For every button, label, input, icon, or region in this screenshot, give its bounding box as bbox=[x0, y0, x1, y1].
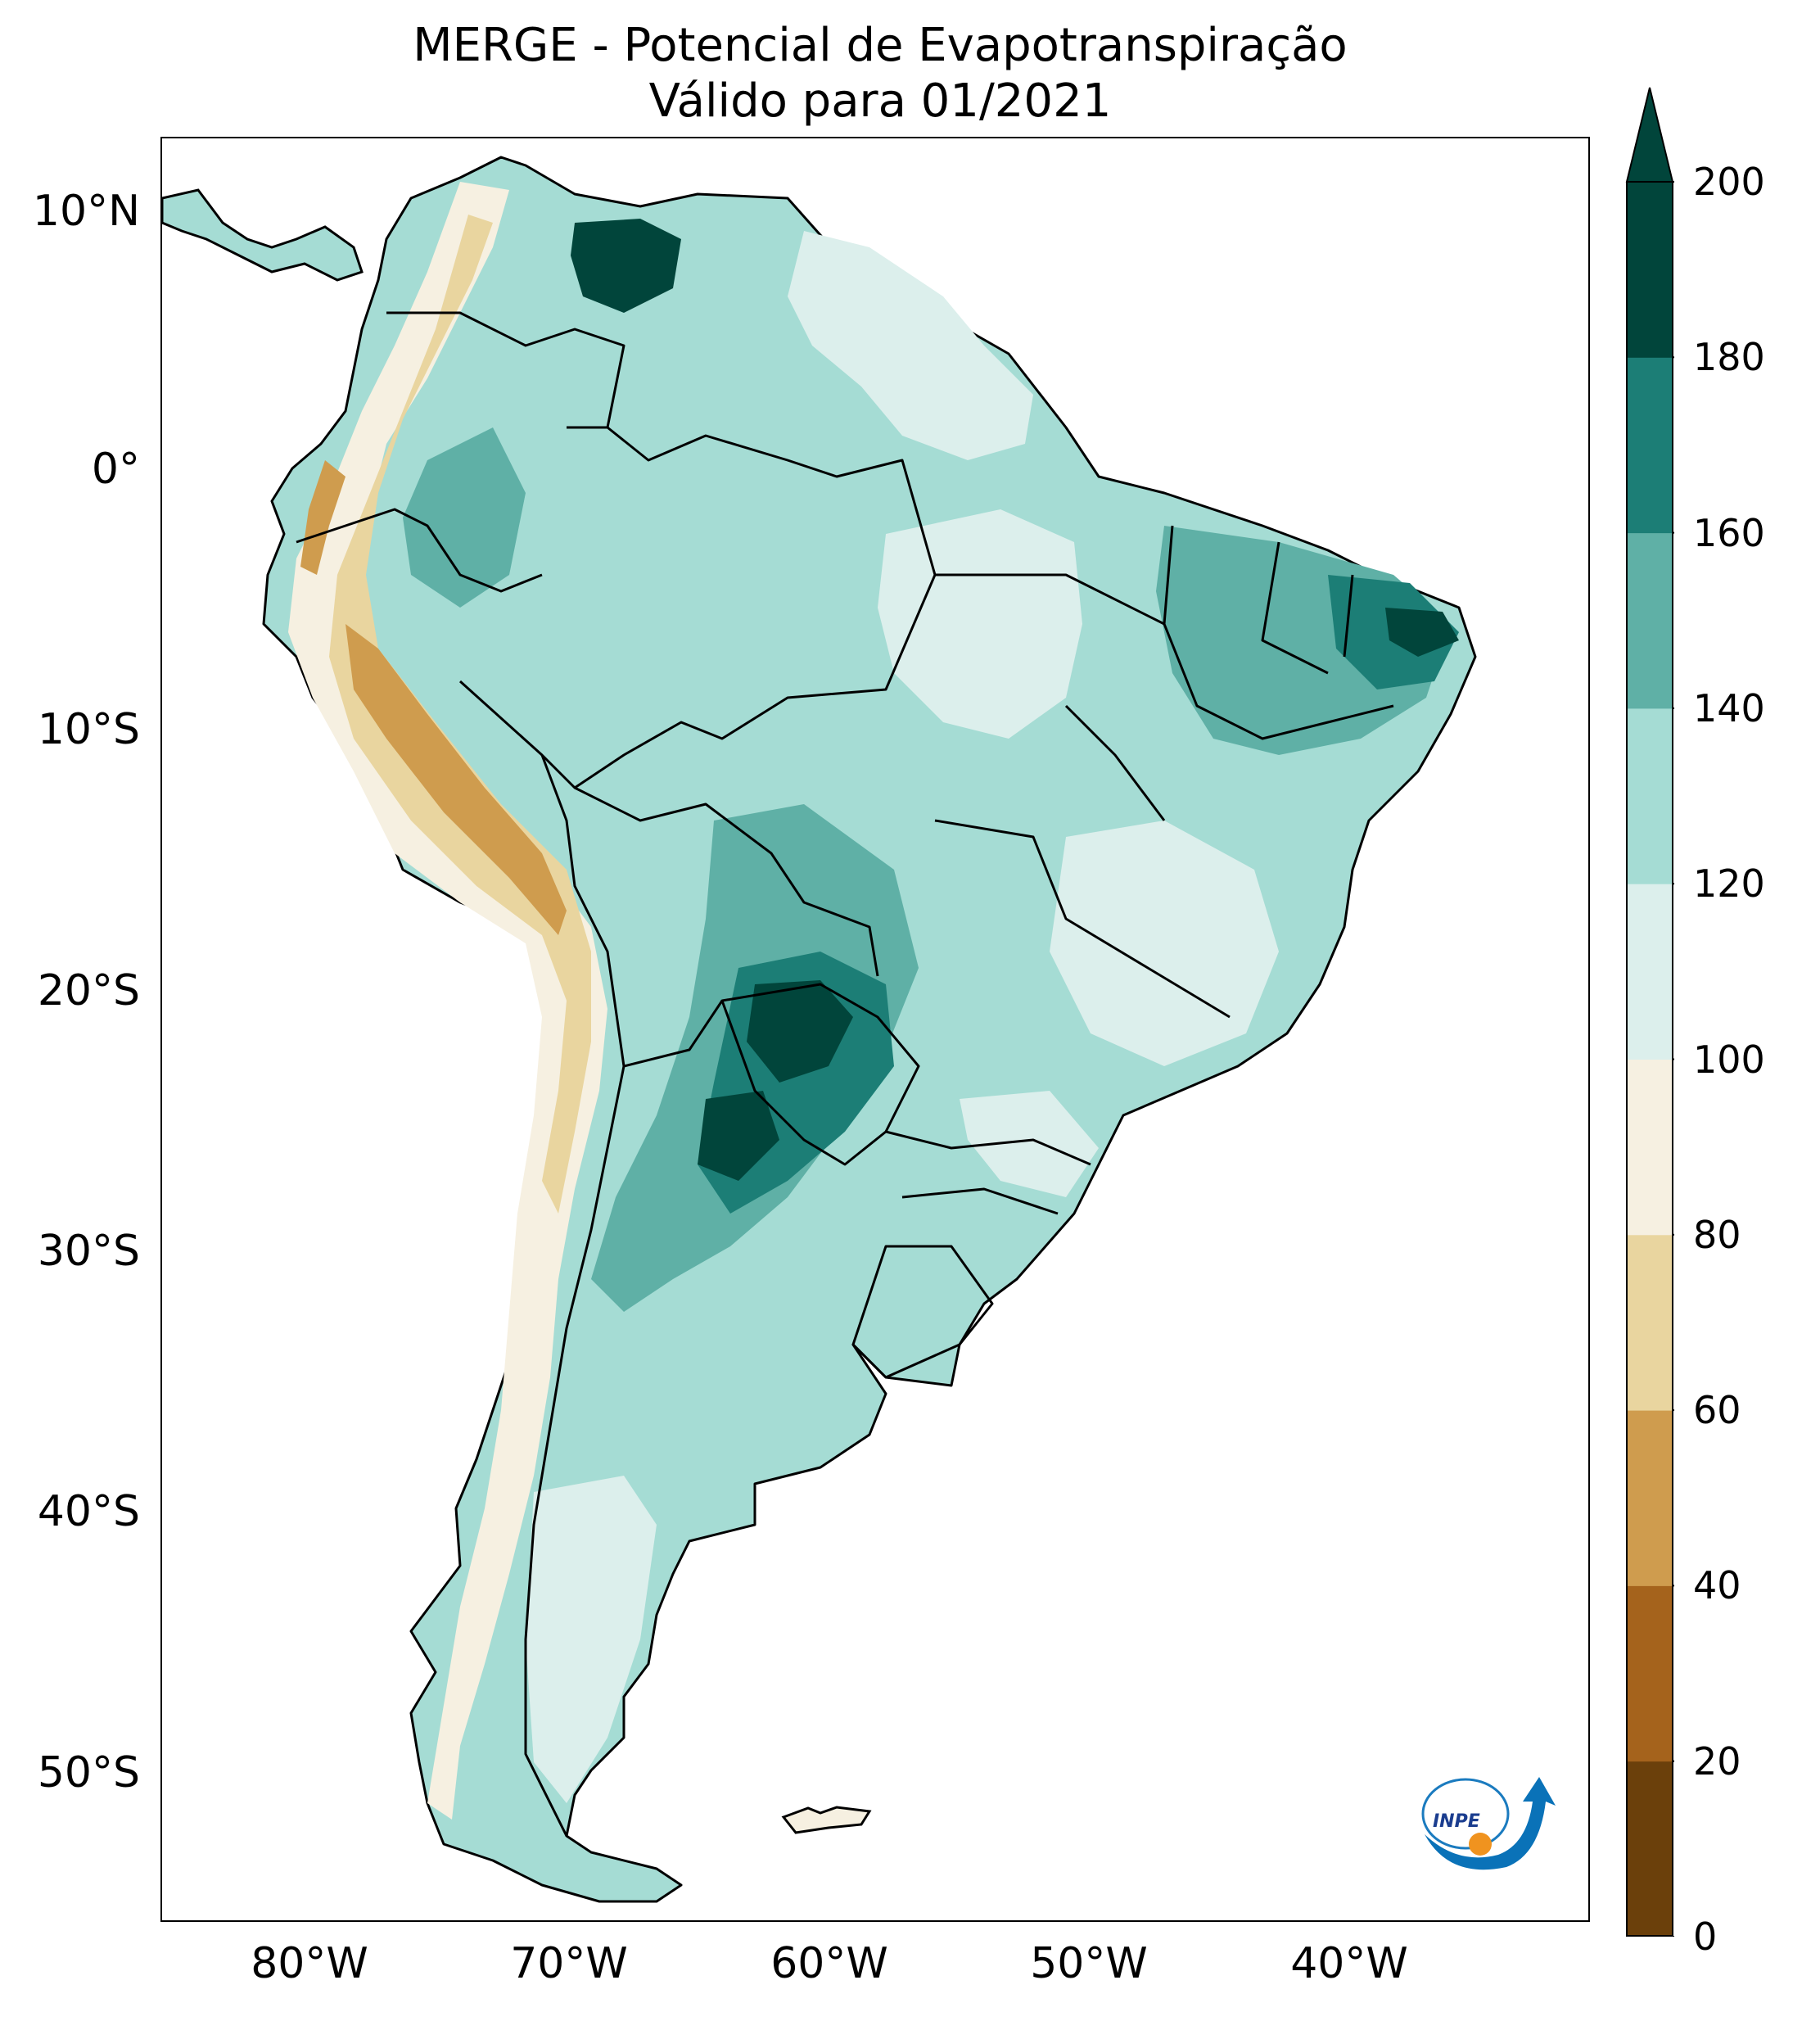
lat-label-10s: 10°S bbox=[37, 705, 140, 754]
lon-label-50w: 50°W bbox=[1030, 1939, 1148, 1988]
logo-orbit bbox=[1421, 1778, 1510, 1850]
border-brazil-states-central bbox=[934, 573, 1231, 1019]
zone-40-60-andes bbox=[345, 624, 567, 935]
colorbar-tick-label: 20 bbox=[1693, 1738, 1741, 1784]
lat-label-30s: 30°S bbox=[37, 1227, 140, 1276]
border-brazil-south bbox=[885, 1130, 1091, 1215]
zone-180-200-argentina bbox=[698, 1091, 779, 1181]
colorbar-segment bbox=[1627, 1059, 1673, 1236]
lat-label-0: 0° bbox=[91, 445, 140, 494]
colorbar-tick-label: 160 bbox=[1693, 510, 1765, 555]
zone-180-200-ceara bbox=[1385, 608, 1459, 657]
zone-100-120-patagonia bbox=[526, 1476, 657, 1803]
colorbar bbox=[1625, 87, 1674, 1937]
title-line-1: MERGE - Potencial de Evapotranspiração bbox=[413, 19, 1348, 72]
inpe-logo bbox=[1421, 1777, 1556, 1870]
zone-100-120-north bbox=[788, 231, 1033, 460]
lat-label-10n: 10°N bbox=[32, 187, 140, 236]
colorbar-tick-label: 80 bbox=[1693, 1212, 1741, 1257]
colorbar-segment bbox=[1627, 884, 1673, 1060]
political-borders bbox=[296, 311, 1394, 1837]
border-argentina-north bbox=[623, 1000, 724, 1068]
border-colombia bbox=[386, 311, 625, 429]
colorbar-tick-label: 100 bbox=[1693, 1037, 1765, 1082]
border-ecuador-peru bbox=[296, 508, 543, 593]
falkland-islands bbox=[781, 1806, 872, 1834]
logo-swoosh bbox=[1425, 1777, 1556, 1870]
zone-180-200-venezuela bbox=[571, 219, 681, 313]
zone-100-120-south bbox=[960, 1091, 1099, 1197]
colorbar-tick-label: 140 bbox=[1693, 685, 1765, 730]
border-peru-bolivia bbox=[540, 754, 625, 1067]
colorbar-segment bbox=[1627, 1234, 1673, 1411]
colorbar-extend-max bbox=[1625, 87, 1674, 183]
border-argentina-chile bbox=[524, 1065, 625, 1837]
border-uruguay bbox=[851, 1245, 994, 1379]
colorbar-segment bbox=[1627, 1585, 1673, 1762]
logo-text: INPE bbox=[1433, 1811, 1480, 1832]
border-brazil-bolivia bbox=[574, 786, 879, 977]
map-title: MERGE - Potencial de Evapotranspiração V… bbox=[0, 18, 1760, 129]
border-brazil-states-ne bbox=[1163, 525, 1394, 740]
colorbar-tick-label: 120 bbox=[1693, 861, 1765, 906]
zone-100-120-southeast bbox=[1050, 821, 1279, 1066]
lat-label-20s: 20°S bbox=[37, 966, 140, 1015]
colorbar-segment bbox=[1627, 532, 1673, 709]
zone-40-60-north-andes bbox=[300, 460, 345, 575]
colorbar-segment bbox=[1627, 1761, 1673, 1937]
colorbar-tick-label: 40 bbox=[1693, 1563, 1741, 1608]
colorbar-segment bbox=[1627, 708, 1673, 884]
border-brazil-west bbox=[458, 426, 937, 789]
colorbar-tick-label: 200 bbox=[1693, 160, 1765, 204]
colorbar-tick-label: 180 bbox=[1693, 335, 1765, 380]
lat-label-50s: 50°S bbox=[37, 1748, 140, 1797]
logo-sun bbox=[1469, 1833, 1492, 1856]
lon-label-80w: 80°W bbox=[251, 1939, 368, 1988]
colorbar-tick-label: 0 bbox=[1693, 1915, 1718, 1959]
zone-80-100-andes bbox=[288, 182, 607, 1820]
colorbar-segment bbox=[1627, 1410, 1673, 1586]
title-line-2: Válido para 01/2021 bbox=[648, 75, 1112, 128]
central-america bbox=[162, 188, 364, 282]
colorbar-segment bbox=[1627, 182, 1673, 358]
lon-label-70w: 70°W bbox=[510, 1939, 628, 1988]
map-frame bbox=[160, 137, 1590, 1922]
zone-180-200-paraguay bbox=[747, 980, 853, 1083]
south-america-map bbox=[162, 156, 1477, 1903]
lat-label-40s: 40°S bbox=[37, 1487, 140, 1536]
zone-140-160-west-amazon bbox=[403, 427, 526, 608]
colorbar-tick-label: 60 bbox=[1693, 1388, 1741, 1433]
zone-100-120-central bbox=[878, 509, 1082, 739]
lon-label-40w: 40°W bbox=[1290, 1939, 1408, 1988]
lon-label-60w: 60°W bbox=[770, 1939, 888, 1988]
colorbar-segment bbox=[1627, 357, 1673, 534]
